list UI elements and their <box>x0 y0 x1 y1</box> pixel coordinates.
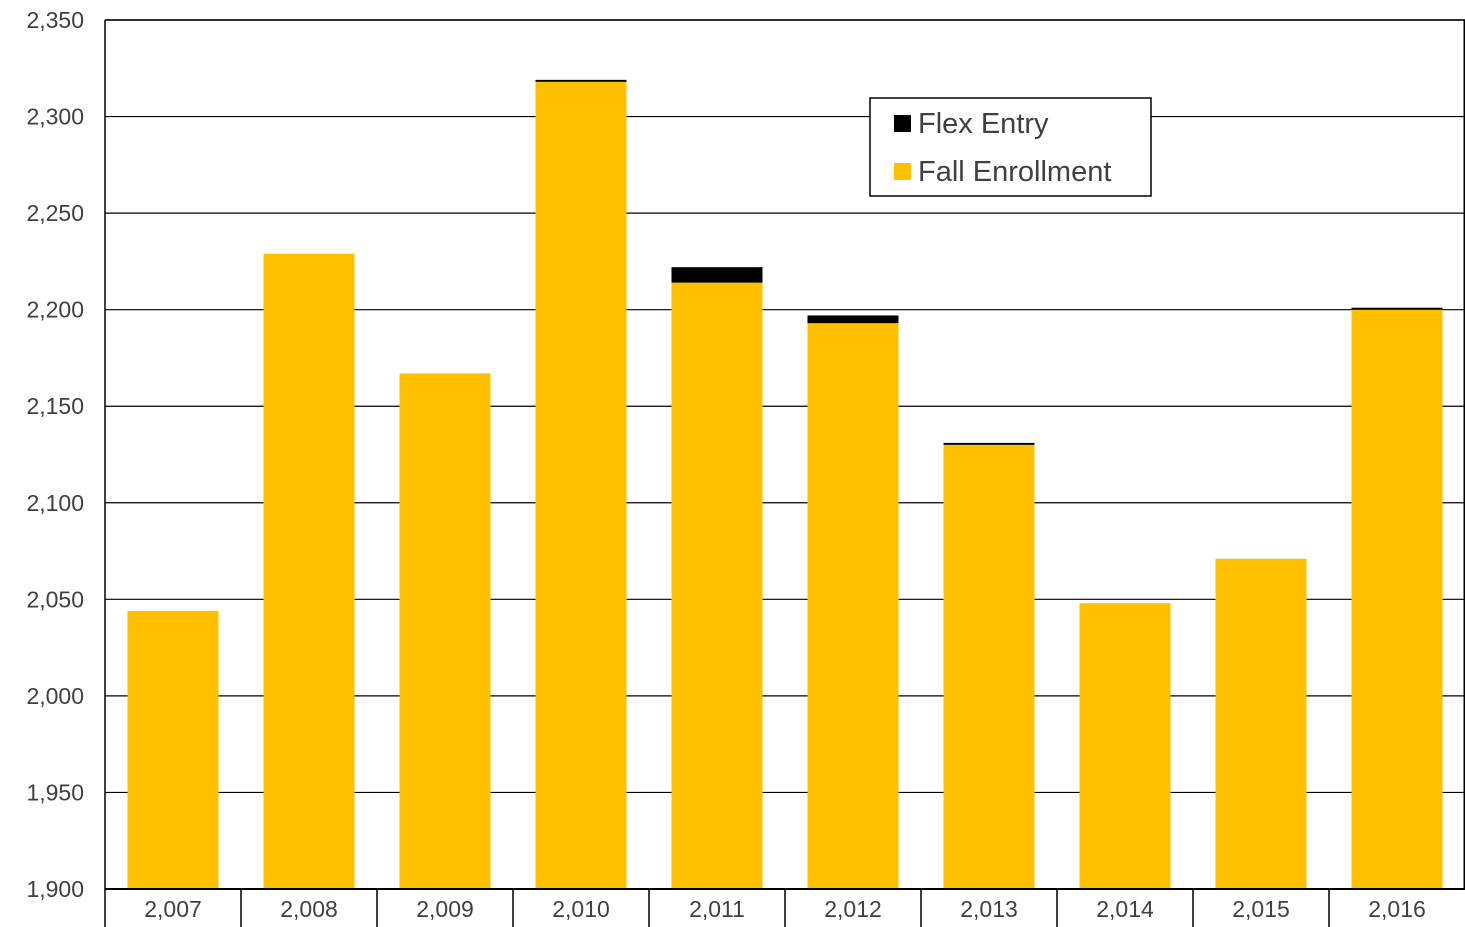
bar-fall-enrollment <box>1215 558 1307 889</box>
y-tick-label: 2,050 <box>26 586 84 612</box>
bar-fall-enrollment <box>1351 309 1443 890</box>
bar-fall-enrollment <box>943 444 1035 889</box>
bar-fall-enrollment <box>671 282 763 889</box>
legend-swatch-fall-enrollment <box>894 163 911 180</box>
bar-flex-entry <box>807 315 899 324</box>
x-tick-label: 2,011 <box>689 896 745 922</box>
legend-label-fall-enrollment: Fall Enrollment <box>918 156 1111 188</box>
legend-label-flex-entry: Flex Entry <box>918 108 1049 140</box>
bar-fall-enrollment <box>807 323 899 889</box>
bars <box>127 79 1443 890</box>
bar-flex-entry <box>943 442 1035 445</box>
legend-box <box>869 97 1152 197</box>
x-tick-label: 2,009 <box>416 896 474 922</box>
y-tick-label: 2,200 <box>26 297 84 323</box>
y-tick-label: 2,350 <box>26 7 84 33</box>
x-tick-label: 2,014 <box>1096 896 1154 922</box>
y-axis-ticks: 1,900 1,950 2,000 2,050 2,100 2,150 2,200 2,250… <box>26 7 84 902</box>
x-tick-label: 2,010 <box>552 896 610 922</box>
y-tick-label: 1,950 <box>26 779 84 805</box>
x-tick-label: 2,012 <box>824 896 882 922</box>
bar-fall-enrollment <box>399 373 491 890</box>
x-axis-categories: 2,007 2,008 2,009 2,010 2,011 2,012 2,013 2,014… <box>144 889 1426 927</box>
y-tick-label: 1,900 <box>26 876 84 902</box>
y-tick-label: 2,250 <box>26 200 84 226</box>
y-tick-label: 2,300 <box>26 104 84 130</box>
bar-flex-entry <box>1351 307 1443 310</box>
bar-flex-entry <box>671 267 763 283</box>
y-tick-label: 2,150 <box>26 393 84 419</box>
bar-fall-enrollment <box>535 81 627 890</box>
x-tick-label: 2,007 <box>144 896 202 922</box>
bar-fall-enrollment <box>127 610 219 889</box>
x-tick-label: 2,016 <box>1368 896 1426 922</box>
y-tick-label: 2,000 <box>26 683 84 709</box>
x-tick-label: 2,008 <box>280 896 338 922</box>
x-tick-label: 2,015 <box>1232 896 1290 922</box>
legend: Flex Entry Fall Enrollment <box>869 97 1152 197</box>
bar-flex-entry <box>535 79 627 82</box>
x-tick-label: 2,013 <box>960 896 1018 922</box>
legend-swatch-flex-entry <box>894 115 911 132</box>
bar-fall-enrollment <box>263 253 355 890</box>
bar-fall-enrollment <box>1079 603 1171 889</box>
y-tick-label: 2,100 <box>26 490 84 516</box>
